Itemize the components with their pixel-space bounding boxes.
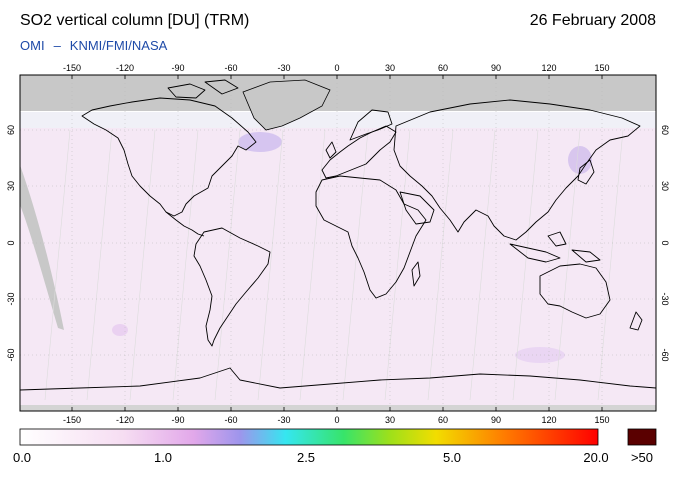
lat-labels-right: 60 30 0 -30 -60 xyxy=(660,125,670,362)
lon-label: -30 xyxy=(277,415,290,425)
lon-label: 0 xyxy=(334,415,339,425)
so2-retrieval-haze xyxy=(20,128,656,408)
colorbar-label: 2.5 xyxy=(296,450,316,465)
lon-label: -150 xyxy=(63,63,81,73)
lon-label: -90 xyxy=(171,415,184,425)
no-data-south-strip xyxy=(20,405,656,411)
orbit-swath-lines xyxy=(44,129,624,401)
antarctica-coast xyxy=(20,367,656,391)
lat-label: -30 xyxy=(660,292,670,305)
colorbar xyxy=(19,428,599,446)
lat-label: 0 xyxy=(660,240,670,245)
greenland xyxy=(242,79,331,131)
lon-label: 30 xyxy=(385,63,395,73)
data-credit: OMI – KNMI/FMI/NASA xyxy=(20,38,167,53)
colorbar-label: 0.0 xyxy=(12,450,32,465)
map-date: 26 February 2008 xyxy=(529,12,656,29)
lon-label: 0 xyxy=(334,63,339,73)
new-zealand xyxy=(629,311,643,331)
lon-labels-top: -150 -120 -90 -60 -30 0 30 60 90 120 150 xyxy=(63,63,610,73)
graticule xyxy=(20,75,656,411)
lon-label: 90 xyxy=(491,415,501,425)
lon-label: 30 xyxy=(385,415,395,425)
australia-coast xyxy=(539,263,611,319)
arctic-islands xyxy=(167,83,206,99)
lat-label: 60 xyxy=(6,125,16,135)
so2-hotspots xyxy=(20,112,656,363)
lon-label: 120 xyxy=(541,415,556,425)
lon-label: -120 xyxy=(116,63,134,73)
europe-coast xyxy=(321,125,397,179)
arabian-peninsula xyxy=(399,191,435,225)
lat-label: 60 xyxy=(660,125,670,135)
credit-agencies: KNMI/FMI/NASA xyxy=(69,38,168,53)
lat-label: 30 xyxy=(660,181,670,191)
lat-label: 30 xyxy=(6,181,16,191)
map-title: SO2 vertical column [DU] (TRM) xyxy=(20,12,250,29)
lon-label: 60 xyxy=(438,415,448,425)
no-data-polar-region xyxy=(20,75,656,111)
lon-label: -60 xyxy=(224,415,237,425)
indonesia xyxy=(509,243,561,263)
colorbar-label: 20.0 xyxy=(583,450,609,465)
central-america-coast xyxy=(165,211,205,237)
lon-labels-bottom: -150 -120 -90 -60 -30 0 30 60 90 120 150 xyxy=(63,415,610,425)
lon-label: -120 xyxy=(116,415,134,425)
lon-label: -60 xyxy=(224,63,237,73)
lat-label: -30 xyxy=(6,292,16,305)
credit-instrument: OMI xyxy=(20,38,45,53)
madagascar xyxy=(411,261,421,287)
lat-label: -60 xyxy=(660,348,670,361)
asia-coast xyxy=(393,99,641,241)
lon-label: -90 xyxy=(171,63,184,73)
north-america-coast xyxy=(81,97,257,217)
lat-label: -60 xyxy=(6,348,16,361)
lon-label: 60 xyxy=(438,63,448,73)
africa-coast xyxy=(315,175,427,299)
new-guinea xyxy=(571,249,601,263)
south-america-coast xyxy=(193,227,271,347)
lat-label: 0 xyxy=(6,240,16,245)
coastlines xyxy=(20,79,656,391)
map-frame xyxy=(19,74,657,412)
lon-label: 150 xyxy=(594,63,609,73)
no-data-orbit-gap xyxy=(20,165,64,330)
axis-ticks xyxy=(71,75,603,411)
british-isles xyxy=(325,141,337,159)
credit-dash: – xyxy=(53,38,61,53)
lon-label: 90 xyxy=(491,63,501,73)
colorbar-label: 1.0 xyxy=(153,450,173,465)
lon-label: 120 xyxy=(541,63,556,73)
japan xyxy=(577,159,595,185)
colorbar-label: 5.0 xyxy=(442,450,462,465)
lon-label: -30 xyxy=(277,63,290,73)
colorbar-label: >50 xyxy=(630,450,654,465)
scandinavia-coast xyxy=(349,109,393,141)
colorbar-overflow-box xyxy=(627,428,657,446)
lon-label: -150 xyxy=(63,415,81,425)
lon-label: 150 xyxy=(594,415,609,425)
lat-labels-left: 60 30 0 -30 -60 xyxy=(6,125,16,362)
